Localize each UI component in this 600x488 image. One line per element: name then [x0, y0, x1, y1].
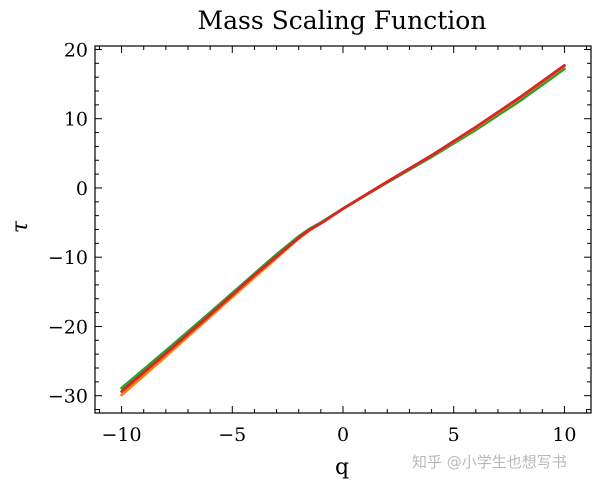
y-tick-label: 10 — [64, 109, 88, 131]
series-line-2 — [120, 64, 566, 393]
x-tick-label: 5 — [448, 424, 460, 446]
x-tick-label: −10 — [102, 424, 142, 446]
y-tick-label: −20 — [48, 316, 88, 338]
chart-title: Mass Scaling Function — [198, 6, 487, 35]
x-tick-label: 10 — [552, 424, 576, 446]
watermark: 知乎 @小学生也想写书 — [412, 453, 567, 471]
x-axis-label: q — [335, 455, 349, 480]
y-axis-label: τ — [8, 220, 33, 233]
series-line-0 — [120, 67, 566, 390]
y-tick-label: −30 — [48, 386, 88, 408]
x-tick-label: 0 — [337, 424, 349, 446]
y-tick-label: 20 — [64, 39, 88, 61]
y-tick-label: 0 — [76, 178, 88, 200]
y-tick-label: −10 — [48, 247, 88, 269]
plot-frame — [94, 45, 592, 414]
plot-area: −10 −5 0 5 10 −30 −20 −10 0 10 20 — [48, 39, 592, 446]
x-tick-label: −5 — [218, 424, 246, 446]
